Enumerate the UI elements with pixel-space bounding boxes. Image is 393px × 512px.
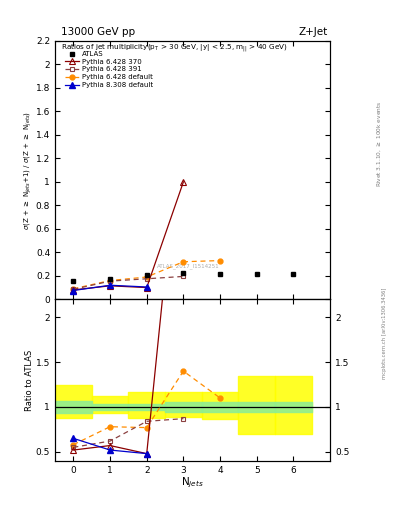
Text: 13000 GeV pp: 13000 GeV pp (61, 27, 135, 37)
Legend: ATLAS, Pythia 6.428 370, Pythia 6.428 391, Pythia 6.428 default, Pythia 8.308 de: ATLAS, Pythia 6.428 370, Pythia 6.428 39… (64, 50, 154, 89)
X-axis label: N$_{jets}$: N$_{jets}$ (181, 476, 204, 490)
Text: mcplots.cern.ch [arXiv:1306.3436]: mcplots.cern.ch [arXiv:1306.3436] (382, 287, 387, 378)
Text: Z+Jet: Z+Jet (299, 27, 328, 37)
Text: Rivet 3.1.10, $\geq$ 100k events: Rivet 3.1.10, $\geq$ 100k events (375, 100, 383, 186)
Text: ATLAS_2017_I1514251: ATLAS_2017_I1514251 (157, 263, 219, 269)
Y-axis label: Ratio to ATLAS: Ratio to ATLAS (26, 349, 35, 411)
Text: Ratios of jet multiplicity(p$_\mathsf{T}$ > 30 GeV, |y| < 2.5, m$_{||}$ > 40 GeV: Ratios of jet multiplicity(p$_\mathsf{T}… (61, 42, 287, 54)
Y-axis label: $\sigma$(Z + $\geq$ N$_{jets}$+1) / $\sigma$(Z + $\geq$ N$_{jets}$): $\sigma$(Z + $\geq$ N$_{jets}$+1) / $\si… (23, 111, 35, 229)
